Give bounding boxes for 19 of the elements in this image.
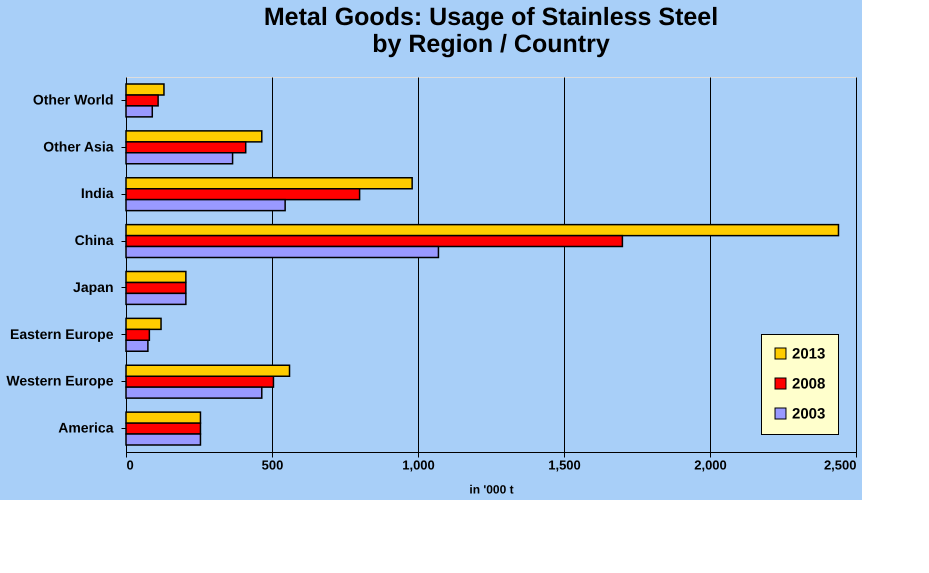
y-tick-label: Eastern Europe [10, 326, 114, 342]
y-tick-label: Other World [32, 91, 114, 108]
y-tick-label: America [58, 420, 114, 436]
y-tick-label: India [80, 185, 114, 202]
x-tick-label: 2,000 [694, 458, 727, 472]
legend-label: 2013 [792, 346, 826, 362]
y-tick-label: Western Europe [6, 372, 114, 389]
legend-label: 2003 [792, 406, 826, 422]
x-tick-label: 1,500 [548, 458, 581, 472]
y-tick-label: Japan [73, 278, 114, 295]
y-tick-label: Other Asia [43, 138, 114, 154]
legend-label: 2008 [792, 376, 826, 392]
chart-title: Metal Goods: Usage of Stainless Steel by Region / Country [264, 3, 718, 58]
x-tick-label: 0 [126, 458, 134, 472]
x-axis-title: in '000 t [469, 482, 514, 496]
y-tick-label: China [74, 232, 114, 248]
x-tick-label: 2,500 [824, 458, 856, 472]
x-tick-label: 500 [262, 458, 284, 472]
x-tick-label: 1,000 [402, 458, 435, 472]
